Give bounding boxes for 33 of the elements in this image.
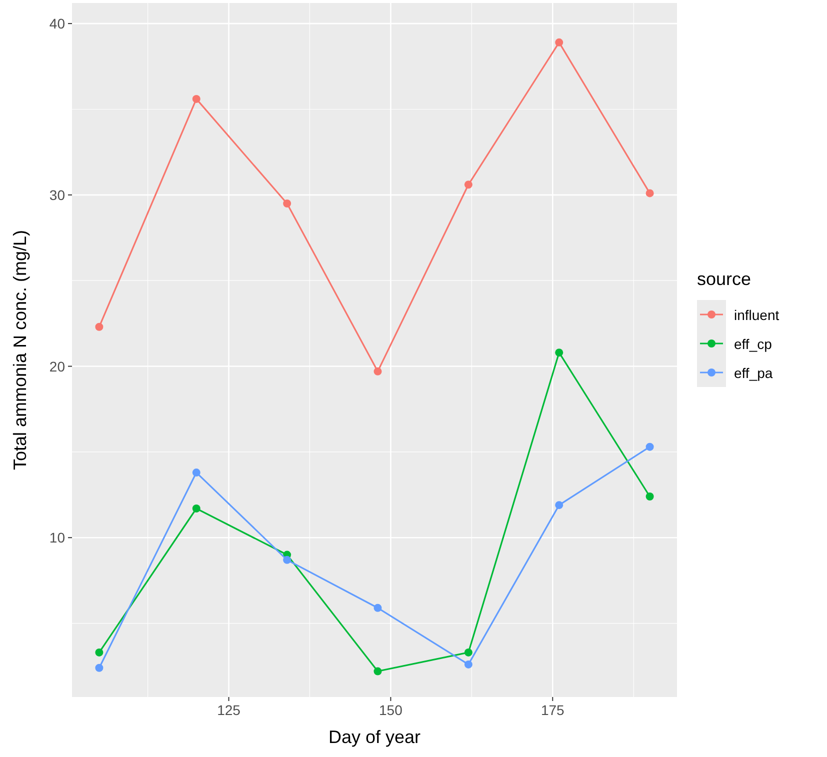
point bbox=[95, 664, 104, 672]
point bbox=[464, 180, 472, 189]
point bbox=[95, 648, 104, 656]
point bbox=[464, 660, 472, 668]
legend-label: eff_pa bbox=[734, 365, 773, 381]
point bbox=[192, 468, 200, 477]
point bbox=[283, 199, 292, 208]
x-tick-label: 175 bbox=[540, 702, 565, 718]
x-tick-label: 150 bbox=[379, 702, 403, 718]
point bbox=[374, 667, 382, 676]
point bbox=[555, 348, 564, 357]
point bbox=[646, 442, 654, 451]
point bbox=[646, 492, 654, 501]
point bbox=[555, 38, 564, 46]
y-tick-label: 40 bbox=[49, 16, 66, 32]
point bbox=[192, 504, 200, 513]
legend-label: influent bbox=[734, 307, 780, 323]
legend-title: source bbox=[697, 269, 752, 289]
legend-label: eff_cp bbox=[734, 336, 772, 352]
y-tick-label: 10 bbox=[49, 530, 66, 546]
y-tick-label: 30 bbox=[49, 186, 66, 203]
y-axis-title: Total ammonia N conc. (mg/L) bbox=[10, 230, 30, 470]
point bbox=[374, 604, 382, 612]
point bbox=[555, 501, 564, 510]
point bbox=[95, 322, 104, 331]
point bbox=[283, 556, 292, 564]
point bbox=[464, 648, 472, 656]
x-axis-title: Day of year bbox=[328, 727, 421, 747]
point bbox=[374, 367, 382, 376]
y-tick-label: 20 bbox=[49, 358, 66, 374]
point bbox=[192, 94, 200, 103]
x-tick-label: 125 bbox=[217, 702, 241, 718]
point bbox=[646, 189, 654, 198]
